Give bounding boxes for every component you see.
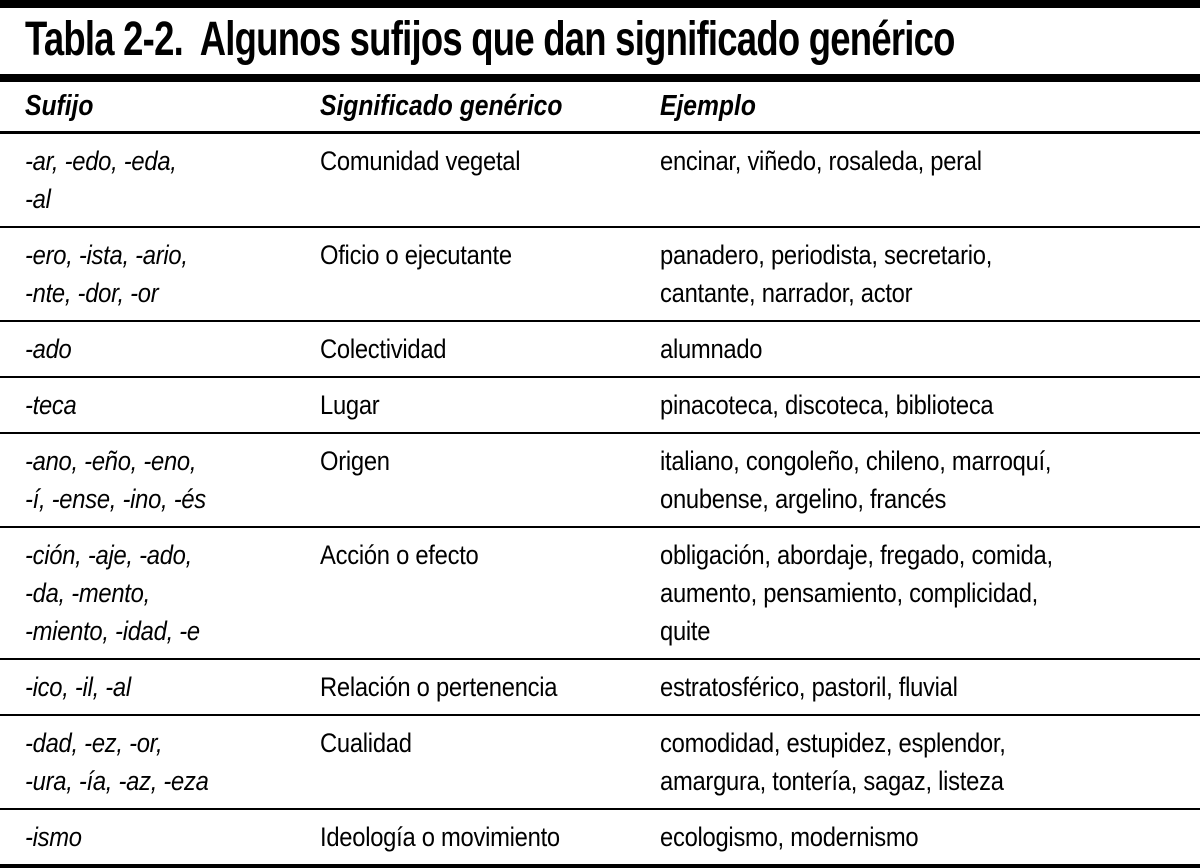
sufijo-text: -ano, -eño, -eno, -í, -ense, -ino, -és [25,446,206,514]
sufijo-text: -ado [25,334,72,364]
table-title-text: Tabla 2-2. Algunos sufijos que dan signif… [25,15,955,65]
significado-text: Relación o pertenencia [320,672,558,702]
table-row: -dad, -ez, -or, -ura, -ía, -az, -eza Cua… [0,715,1200,810]
table-row: -ico, -il, -al Relación o pertenencia es… [0,659,1200,716]
sufijo-text: -dad, -ez, -or, -ura, -ía, -az, -eza [25,728,209,796]
column-header-ejemplo: Ejemplo [660,82,1200,134]
ejemplo-text: pinacoteca, discoteca, biblioteca [660,390,994,420]
significado-text: Lugar [320,390,380,420]
ejemplo-text: panadero, periodista, secretario, cantan… [660,240,993,308]
cell-significado: Acción o efecto [320,527,660,660]
cell-significado: Relación o pertenencia [320,659,660,716]
cell-ejemplo: italiano, congoleño, chileno, marroquí, … [660,433,1200,528]
sufijo-text: -ismo [25,822,82,852]
ejemplo-text: estratosférico, pastoril, fluvial [660,672,958,702]
significado-text: Origen [320,446,390,476]
significado-text: Cualidad [320,728,412,758]
significado-text: Oficio o ejecutante [320,240,512,270]
cell-ejemplo: estratosférico, pastoril, fluvial [660,659,1200,716]
cell-ejemplo: comodidad, estupidez, esplendor, amargur… [660,715,1200,810]
cell-ejemplo: panadero, periodista, secretario, cantan… [660,227,1200,322]
title-rule [0,74,1200,82]
cell-significado: Lugar [320,377,660,434]
cell-sufijo: -ado [0,321,320,378]
table-row: -ción, -aje, -ado, -da, -mento, -miento,… [0,527,1200,660]
cell-ejemplo: pinacoteca, discoteca, biblioteca [660,377,1200,434]
sufijo-text: -ción, -aje, -ado, -da, -mento, -miento,… [25,540,200,646]
table-number: Tabla 2-2. [25,13,184,66]
cell-significado: Colectividad [320,321,660,378]
sufijo-text: -ar, -edo, -eda, -al [25,146,177,214]
cell-ejemplo: obligación, abordaje, fregado, comida, a… [660,527,1200,660]
cell-ejemplo: ecologismo, modernismo [660,809,1200,864]
cell-significado: Oficio o ejecutante [320,227,660,322]
table-title: Tabla 2-2. Algunos sufijos que dan signif… [0,8,1200,74]
significado-text: Colectividad [320,334,447,364]
cell-significado: Ideología o movimiento [320,809,660,864]
sufijo-text: -ico, -il, -al [25,672,131,702]
cell-sufijo: -ismo [0,809,320,864]
column-header-sufijo-label: Sufijo [25,90,94,122]
top-rule [0,0,1200,8]
cell-sufijo: -teca [0,377,320,434]
column-header-significado: Significado genérico [320,82,660,134]
ejemplo-text: encinar, viñedo, rosaleda, peral [660,146,982,176]
ejemplo-text: alumnado [660,334,763,364]
table-row: -ero, -ista, -ario, -nte, -dor, -or Ofic… [0,227,1200,322]
cell-ejemplo: encinar, viñedo, rosaleda, peral [660,132,1200,228]
cell-sufijo: -ción, -aje, -ado, -da, -mento, -miento,… [0,527,320,660]
cell-significado: Comunidad vegetal [320,132,660,228]
suffix-table: Sufijo Significado genérico Ejemplo -ar,… [0,82,1200,864]
significado-text: Acción o efecto [320,540,479,570]
cell-significado: Cualidad [320,715,660,810]
sufijo-text: -teca [25,390,77,420]
significado-text: Ideología o movimiento [320,822,560,852]
header-row: Sufijo Significado genérico Ejemplo [0,82,1200,134]
table-row: -ismo Ideología o movimiento ecologismo,… [0,809,1200,864]
cell-ejemplo: alumnado [660,321,1200,378]
cell-sufijo: -ar, -edo, -eda, -al [0,132,320,228]
bottom-rule [0,864,1200,868]
ejemplo-text: ecologismo, modernismo [660,822,919,852]
ejemplo-text: comodidad, estupidez, esplendor, amargur… [660,728,1006,796]
table-row: -ar, -edo, -eda, -al Comunidad vegetal e… [0,132,1200,228]
cell-sufijo: -dad, -ez, -or, -ura, -ía, -az, -eza [0,715,320,810]
table-caption: Algunos sufijos que dan significado gené… [199,13,956,66]
column-header-significado-label: Significado genérico [320,90,563,122]
ejemplo-text: italiano, congoleño, chileno, marroquí, … [660,446,1052,514]
table-row: -ado Colectividad alumnado [0,321,1200,378]
ejemplo-text: obligación, abordaje, fregado, comida, a… [660,540,1053,646]
cell-significado: Origen [320,433,660,528]
column-header-sufijo: Sufijo [0,82,320,134]
table-row: -ano, -eño, -eno, -í, -ense, -ino, -és O… [0,433,1200,528]
significado-text: Comunidad vegetal [320,146,521,176]
column-header-ejemplo-label: Ejemplo [660,90,756,122]
cell-sufijo: -ano, -eño, -eno, -í, -ense, -ino, -és [0,433,320,528]
sufijo-text: -ero, -ista, -ario, -nte, -dor, -or [25,240,188,308]
cell-sufijo: -ero, -ista, -ario, -nte, -dor, -or [0,227,320,322]
table-row: -teca Lugar pinacoteca, discoteca, bibli… [0,377,1200,434]
cell-sufijo: -ico, -il, -al [0,659,320,716]
